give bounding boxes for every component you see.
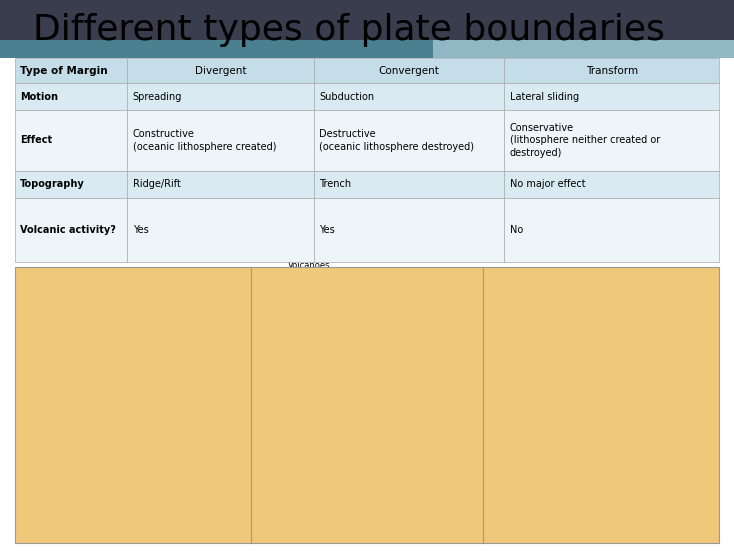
Polygon shape [145, 336, 244, 427]
Text: Earthquakes: Earthquakes [339, 521, 395, 530]
Text: Trench: Trench [375, 279, 429, 359]
Text: Conservative
(lithosphere neither created or
destroyed): Conservative (lithosphere neither create… [509, 123, 660, 158]
Text: Ridge/Rift: Ridge/Rift [133, 179, 181, 189]
Text: Spreading: Spreading [133, 91, 182, 101]
Text: Constructive
(oceanic lithosphere created): Constructive (oceanic lithosphere create… [133, 129, 276, 152]
Text: Lithosphere: Lithosphere [26, 398, 72, 407]
Polygon shape [495, 391, 708, 501]
Text: Yes: Yes [319, 225, 335, 235]
Text: Trench: Trench [319, 179, 352, 189]
Circle shape [125, 473, 141, 491]
Text: Effect: Effect [20, 136, 52, 145]
Polygon shape [22, 336, 121, 427]
Polygon shape [22, 380, 43, 493]
Circle shape [336, 349, 346, 361]
Text: Ridge: Ridge [134, 278, 182, 320]
Text: Earthquakes within crust: Earthquakes within crust [561, 271, 666, 280]
Polygon shape [22, 410, 128, 493]
Polygon shape [145, 372, 244, 493]
Text: Divergent: Divergent [195, 66, 247, 75]
Polygon shape [258, 474, 476, 515]
Polygon shape [367, 350, 476, 460]
Polygon shape [121, 320, 145, 391]
Polygon shape [455, 339, 476, 460]
Polygon shape [222, 380, 244, 493]
Polygon shape [495, 298, 516, 383]
Text: (b): (b) [359, 532, 375, 542]
Text: Destructive
(oceanic lithosphere destroyed): Destructive (oceanic lithosphere destroy… [319, 129, 474, 152]
Text: Motion: Motion [20, 91, 58, 101]
Polygon shape [495, 309, 708, 372]
Text: Convergent: Convergent [379, 66, 440, 75]
Polygon shape [258, 339, 279, 433]
Polygon shape [686, 333, 708, 419]
Polygon shape [367, 317, 476, 383]
Polygon shape [22, 455, 244, 515]
Circle shape [335, 334, 347, 349]
Polygon shape [495, 364, 708, 427]
Text: Type of Margin: Type of Margin [20, 66, 107, 75]
Polygon shape [22, 372, 121, 493]
Text: (c): (c) [594, 532, 608, 542]
Text: Yes: Yes [133, 225, 148, 235]
Polygon shape [495, 353, 516, 466]
Text: Asthenosphere: Asthenosphere [24, 483, 77, 489]
Text: Lateral sliding: Lateral sliding [509, 91, 578, 101]
Text: Transform: Transform [586, 66, 638, 75]
Text: Different types of plate boundaries: Different types of plate boundaries [33, 13, 665, 47]
Text: Volcanoes
(volcanic arc): Volcanoes (volcanic arc) [280, 261, 338, 280]
Text: Topography: Topography [20, 179, 84, 189]
Text: Volcanic activity?: Volcanic activity? [20, 225, 116, 235]
Polygon shape [686, 388, 708, 501]
Polygon shape [495, 336, 708, 419]
Circle shape [337, 323, 346, 334]
Polygon shape [258, 317, 367, 388]
Polygon shape [258, 355, 367, 433]
Text: Subduction: Subduction [319, 91, 374, 101]
Text: No: No [509, 225, 523, 235]
Text: No major effect: No major effect [509, 179, 585, 189]
Polygon shape [495, 336, 708, 399]
Polygon shape [363, 355, 379, 410]
Text: (a): (a) [125, 526, 140, 537]
Polygon shape [309, 364, 379, 521]
